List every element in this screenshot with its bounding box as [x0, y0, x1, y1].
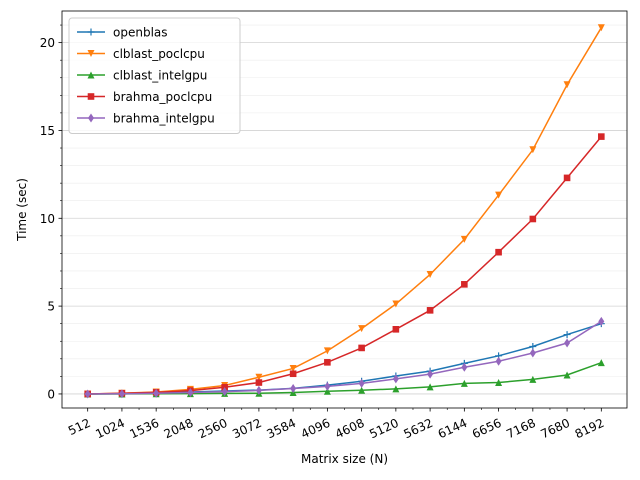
legend-marker — [87, 28, 95, 36]
legend: openblas clblast_poclcpu clblast_intelgpub… — [68, 17, 241, 134]
y-axis-label: Time (sec) — [15, 178, 29, 242]
data-point — [392, 300, 400, 308]
data-point — [392, 385, 400, 393]
data-point — [324, 359, 331, 366]
series-line — [87, 27, 602, 395]
data-point — [563, 81, 571, 89]
data-point — [358, 378, 365, 388]
data-point — [392, 374, 399, 384]
data-point — [290, 384, 297, 394]
legend-label: openblas — [113, 26, 168, 40]
data-point — [426, 270, 434, 278]
y-tick-label: 20 — [40, 36, 55, 50]
legend-marker — [87, 50, 95, 57]
data-point — [495, 379, 503, 387]
data-point — [255, 373, 263, 381]
data-point — [495, 248, 502, 256]
data-point — [426, 383, 434, 391]
data-point — [358, 325, 366, 333]
legend-entry: brahma_poclcpu — [77, 90, 212, 104]
data-point — [597, 24, 605, 32]
legend-label: clblast_poclcpu — [113, 47, 205, 61]
data-point — [564, 338, 571, 348]
data-point — [460, 235, 468, 243]
data-point — [563, 331, 571, 339]
data-point — [84, 389, 91, 399]
data-point — [461, 281, 468, 288]
data-point — [529, 215, 537, 223]
data-point — [461, 362, 468, 372]
series-line — [87, 136, 602, 395]
legend-label: brahma_intelgpu — [113, 112, 215, 126]
data-point — [221, 387, 228, 397]
data-point — [529, 375, 537, 383]
legend-marker — [88, 113, 94, 123]
data-point — [358, 344, 365, 352]
data-point — [153, 388, 160, 398]
data-point — [187, 388, 194, 398]
data-point — [495, 191, 503, 199]
data-point — [563, 174, 571, 182]
y-tick-label: 0 — [47, 387, 55, 401]
legend-entry: clblast_poclcpu — [77, 47, 205, 61]
data-point — [563, 371, 571, 379]
legend-entry: brahma_intelgpu — [77, 112, 215, 126]
data-point — [323, 387, 331, 395]
legend-marker — [87, 71, 95, 79]
data-point — [289, 364, 297, 372]
data-point — [323, 347, 331, 355]
data-point — [324, 381, 331, 391]
series-line — [87, 320, 602, 395]
legend-box — [68, 17, 241, 134]
data-point — [255, 385, 262, 395]
series-brahma-intelgpu — [84, 316, 605, 399]
series-line — [87, 361, 602, 395]
data-point — [289, 370, 297, 378]
legend-label: brahma_poclcpu — [113, 90, 212, 104]
data-point — [598, 316, 605, 326]
data-point — [597, 359, 605, 367]
data-point — [460, 379, 468, 387]
data-point — [426, 307, 434, 314]
data-point — [495, 356, 502, 366]
legend-entry: clblast_intelgpu — [77, 69, 207, 83]
legend-marker — [87, 93, 95, 100]
y-tick-label: 5 — [47, 300, 55, 314]
x-axis-label: Matrix size (N) — [301, 452, 388, 466]
legend-label: clblast_intelgpu — [113, 69, 207, 83]
y-tick-label: 10 — [40, 212, 55, 226]
data-point — [358, 386, 366, 394]
data-point — [598, 133, 605, 140]
data-point — [427, 369, 434, 379]
data-point — [255, 379, 263, 386]
data-point — [529, 146, 537, 154]
y-tick-label: 15 — [40, 124, 55, 138]
data-point — [529, 348, 536, 358]
data-point — [392, 326, 400, 333]
series-group — [84, 24, 605, 399]
data-point — [118, 389, 125, 399]
legend-entry: openblas — [77, 26, 168, 40]
